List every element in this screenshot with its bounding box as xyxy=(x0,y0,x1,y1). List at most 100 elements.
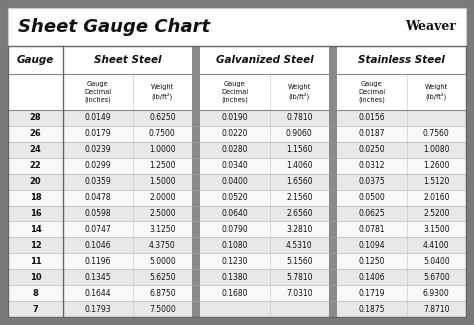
Text: 0.1046: 0.1046 xyxy=(84,241,111,250)
FancyBboxPatch shape xyxy=(8,189,63,205)
Text: 5.7810: 5.7810 xyxy=(286,273,312,282)
Text: 1.2600: 1.2600 xyxy=(423,161,449,170)
FancyBboxPatch shape xyxy=(8,126,63,142)
FancyBboxPatch shape xyxy=(8,285,63,301)
Text: 1.4060: 1.4060 xyxy=(286,161,313,170)
Text: Weight
(lb/ft²): Weight (lb/ft²) xyxy=(288,84,311,100)
Text: 7.0310: 7.0310 xyxy=(286,289,313,298)
Text: 5.6700: 5.6700 xyxy=(423,273,450,282)
Text: 0.0790: 0.0790 xyxy=(221,225,248,234)
Text: 0.7560: 0.7560 xyxy=(423,129,450,138)
Text: 0.0220: 0.0220 xyxy=(221,129,248,138)
Text: 3.1250: 3.1250 xyxy=(149,225,175,234)
Text: 5.0400: 5.0400 xyxy=(423,257,450,266)
FancyBboxPatch shape xyxy=(200,205,329,221)
Text: Weaver: Weaver xyxy=(405,20,456,33)
Text: 3.2810: 3.2810 xyxy=(286,225,312,234)
FancyBboxPatch shape xyxy=(192,46,200,317)
FancyBboxPatch shape xyxy=(337,142,466,158)
FancyBboxPatch shape xyxy=(8,174,63,189)
Text: 10: 10 xyxy=(30,273,41,282)
FancyBboxPatch shape xyxy=(337,221,466,237)
Text: 0.0625: 0.0625 xyxy=(358,209,385,218)
Text: 0.0190: 0.0190 xyxy=(221,113,248,123)
FancyBboxPatch shape xyxy=(8,269,63,285)
Text: 0.0280: 0.0280 xyxy=(221,145,248,154)
Text: 7.5000: 7.5000 xyxy=(149,305,176,314)
Text: 0.0250: 0.0250 xyxy=(358,145,385,154)
FancyBboxPatch shape xyxy=(200,253,329,269)
Text: 0.0239: 0.0239 xyxy=(84,145,111,154)
FancyBboxPatch shape xyxy=(200,46,329,74)
Text: Weight
(lb/ft²): Weight (lb/ft²) xyxy=(425,84,448,100)
FancyBboxPatch shape xyxy=(63,110,192,126)
FancyBboxPatch shape xyxy=(8,237,63,253)
FancyBboxPatch shape xyxy=(337,189,466,205)
Text: 0.0359: 0.0359 xyxy=(84,177,111,186)
Text: 7.8710: 7.8710 xyxy=(423,305,449,314)
Text: 0.1230: 0.1230 xyxy=(221,257,248,266)
Text: 0.0375: 0.0375 xyxy=(358,177,385,186)
Text: 2.5000: 2.5000 xyxy=(149,209,176,218)
FancyBboxPatch shape xyxy=(63,158,192,174)
Text: 0.7810: 0.7810 xyxy=(286,113,312,123)
Text: 0.0187: 0.0187 xyxy=(358,129,385,138)
Text: 0.1080: 0.1080 xyxy=(221,241,248,250)
FancyBboxPatch shape xyxy=(63,126,192,142)
Text: 0.0400: 0.0400 xyxy=(221,177,248,186)
Text: 1.0080: 1.0080 xyxy=(423,145,449,154)
Text: 12: 12 xyxy=(29,241,41,250)
Text: 0.1793: 0.1793 xyxy=(84,305,111,314)
Text: 2.1560: 2.1560 xyxy=(286,193,312,202)
Text: 0.0478: 0.0478 xyxy=(84,193,111,202)
FancyBboxPatch shape xyxy=(8,74,63,110)
FancyBboxPatch shape xyxy=(63,189,192,205)
FancyBboxPatch shape xyxy=(63,74,192,110)
Text: Gauge
Decimal
(inches): Gauge Decimal (inches) xyxy=(221,81,248,103)
Text: 0.1196: 0.1196 xyxy=(84,257,111,266)
Text: 4.5310: 4.5310 xyxy=(286,241,313,250)
Text: 0.1875: 0.1875 xyxy=(358,305,385,314)
Text: Weight
(lb/ft²): Weight (lb/ft²) xyxy=(151,84,174,100)
Text: 0.1094: 0.1094 xyxy=(358,241,385,250)
FancyBboxPatch shape xyxy=(337,237,466,253)
FancyBboxPatch shape xyxy=(8,205,63,221)
Text: 7: 7 xyxy=(33,305,38,314)
FancyBboxPatch shape xyxy=(200,126,329,142)
FancyBboxPatch shape xyxy=(8,8,466,317)
FancyBboxPatch shape xyxy=(329,46,337,317)
Text: 0.0500: 0.0500 xyxy=(358,193,385,202)
FancyBboxPatch shape xyxy=(8,158,63,174)
FancyBboxPatch shape xyxy=(63,174,192,189)
FancyBboxPatch shape xyxy=(200,142,329,158)
FancyBboxPatch shape xyxy=(63,301,192,317)
FancyBboxPatch shape xyxy=(337,301,466,317)
Text: 1.5120: 1.5120 xyxy=(423,177,449,186)
FancyBboxPatch shape xyxy=(337,253,466,269)
Text: 0.0149: 0.0149 xyxy=(84,113,111,123)
Text: 0.1345: 0.1345 xyxy=(84,273,111,282)
Text: Gauge: Gauge xyxy=(17,55,54,65)
FancyBboxPatch shape xyxy=(8,301,63,317)
FancyBboxPatch shape xyxy=(8,110,63,126)
Text: 1.2500: 1.2500 xyxy=(149,161,175,170)
Text: 5.6250: 5.6250 xyxy=(149,273,176,282)
FancyBboxPatch shape xyxy=(337,74,466,110)
Text: 24: 24 xyxy=(29,145,41,154)
Text: 0.7500: 0.7500 xyxy=(149,129,176,138)
Text: Sheet Steel: Sheet Steel xyxy=(94,55,161,65)
Text: Gauge
Decimal
(inches): Gauge Decimal (inches) xyxy=(358,81,385,103)
FancyBboxPatch shape xyxy=(337,269,466,285)
Text: 26: 26 xyxy=(29,129,41,138)
Text: 0.1680: 0.1680 xyxy=(221,289,248,298)
Text: Gauge
Decimal
(inches): Gauge Decimal (inches) xyxy=(84,81,111,103)
Text: 0.0520: 0.0520 xyxy=(221,193,248,202)
Text: 0.0312: 0.0312 xyxy=(358,161,385,170)
Text: 5.1560: 5.1560 xyxy=(286,257,313,266)
FancyBboxPatch shape xyxy=(63,285,192,301)
FancyBboxPatch shape xyxy=(200,174,329,189)
Text: 11: 11 xyxy=(29,257,41,266)
FancyBboxPatch shape xyxy=(337,174,466,189)
FancyBboxPatch shape xyxy=(8,253,63,269)
Text: 2.0000: 2.0000 xyxy=(149,193,176,202)
